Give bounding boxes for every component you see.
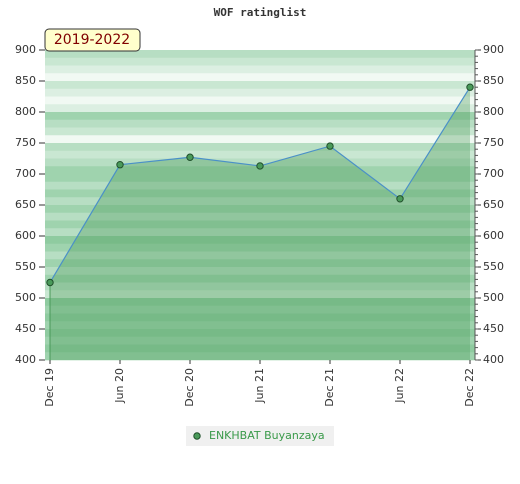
- y2-tick-label: 650: [483, 198, 504, 211]
- stripe: [45, 73, 475, 82]
- stripe: [45, 298, 475, 307]
- y2-tick-label: 600: [483, 229, 504, 242]
- stripe: [45, 50, 475, 59]
- stripe: [45, 290, 475, 299]
- stripe: [45, 81, 475, 90]
- y-tick-label: 850: [15, 74, 36, 87]
- stripe: [45, 305, 475, 314]
- stripe: [45, 104, 475, 113]
- point: [46, 278, 54, 287]
- stripe: [45, 150, 475, 159]
- stripe: [45, 282, 475, 291]
- point: [186, 153, 194, 161]
- x-tick-label: Dec 21: [323, 368, 336, 407]
- legend-marker: [193, 432, 201, 440]
- y2-tick-label: 800: [483, 105, 504, 118]
- y2-tick-label: 450: [483, 322, 504, 335]
- y2-tick-label: 850: [483, 74, 504, 87]
- stripe: [45, 189, 475, 198]
- stripe: [45, 57, 475, 66]
- area: [50, 87, 470, 360]
- x-tick-label: Dec 19: [43, 368, 56, 407]
- stripe: [45, 259, 475, 268]
- y-tick-label: 550: [15, 260, 36, 273]
- stripe: [45, 212, 475, 221]
- stripe: [45, 96, 475, 105]
- point: [396, 195, 404, 203]
- chart-title: WOF ratinglist: [214, 6, 307, 19]
- stripe: [45, 135, 475, 144]
- point: [326, 142, 334, 150]
- y-tick-label: 650: [15, 198, 36, 211]
- stripe: [45, 65, 475, 74]
- badge-box: [44, 28, 141, 52]
- y2-tick-label: 750: [483, 136, 504, 149]
- legend-box: [186, 426, 334, 446]
- stripe: [45, 251, 475, 260]
- y-tick-label: 400: [15, 353, 36, 366]
- stripe: [45, 321, 475, 330]
- y2-tick-label: 500: [483, 291, 504, 304]
- stripe: [45, 181, 475, 190]
- point: [256, 162, 264, 170]
- stripe: [45, 344, 475, 353]
- stripe: [45, 220, 475, 229]
- point: [466, 83, 474, 91]
- stripe: [45, 267, 475, 276]
- y2-tick-label: 900: [483, 43, 504, 56]
- y2-tick-label: 400: [483, 353, 504, 366]
- y2-tick-label: 700: [483, 167, 504, 180]
- y-tick-label: 500: [15, 291, 36, 304]
- stripe: [45, 243, 475, 252]
- stripe: [45, 329, 475, 338]
- stripe: [45, 174, 475, 183]
- x-tick-label: Jun 21: [253, 368, 266, 404]
- stripe: [45, 313, 475, 322]
- stripe: [45, 352, 475, 361]
- y-tick-label: 450: [15, 322, 36, 335]
- stripe: [45, 88, 475, 97]
- stripe: [45, 205, 475, 214]
- point: [116, 161, 124, 169]
- y2-tick-label: 550: [483, 260, 504, 273]
- stripe: [45, 127, 475, 136]
- y-tick-label: 900: [15, 43, 36, 56]
- stripe: [45, 236, 475, 245]
- stripe: [45, 143, 475, 152]
- stripe: [45, 166, 475, 175]
- legend-label: ENKHBAT Buyanzaya: [209, 429, 325, 442]
- stripe: [45, 274, 475, 283]
- y-tick-label: 800: [15, 105, 36, 118]
- x-tick-label: Jun 20: [113, 368, 126, 404]
- stripe: [45, 197, 475, 206]
- badge: 2019-2022: [54, 32, 130, 48]
- stripe: [45, 119, 475, 128]
- stripe: [45, 112, 475, 121]
- x-tick-label: Dec 22: [463, 368, 476, 407]
- y-tick-label: 750: [15, 136, 36, 149]
- x-tick-label: Jun 22: [393, 368, 406, 404]
- plot-background: [45, 50, 475, 361]
- x-tick-label: Dec 20: [183, 368, 196, 407]
- stripe: [45, 336, 475, 345]
- y-tick-label: 700: [15, 167, 36, 180]
- stripe: [45, 228, 475, 237]
- y-tick-label: 600: [15, 229, 36, 242]
